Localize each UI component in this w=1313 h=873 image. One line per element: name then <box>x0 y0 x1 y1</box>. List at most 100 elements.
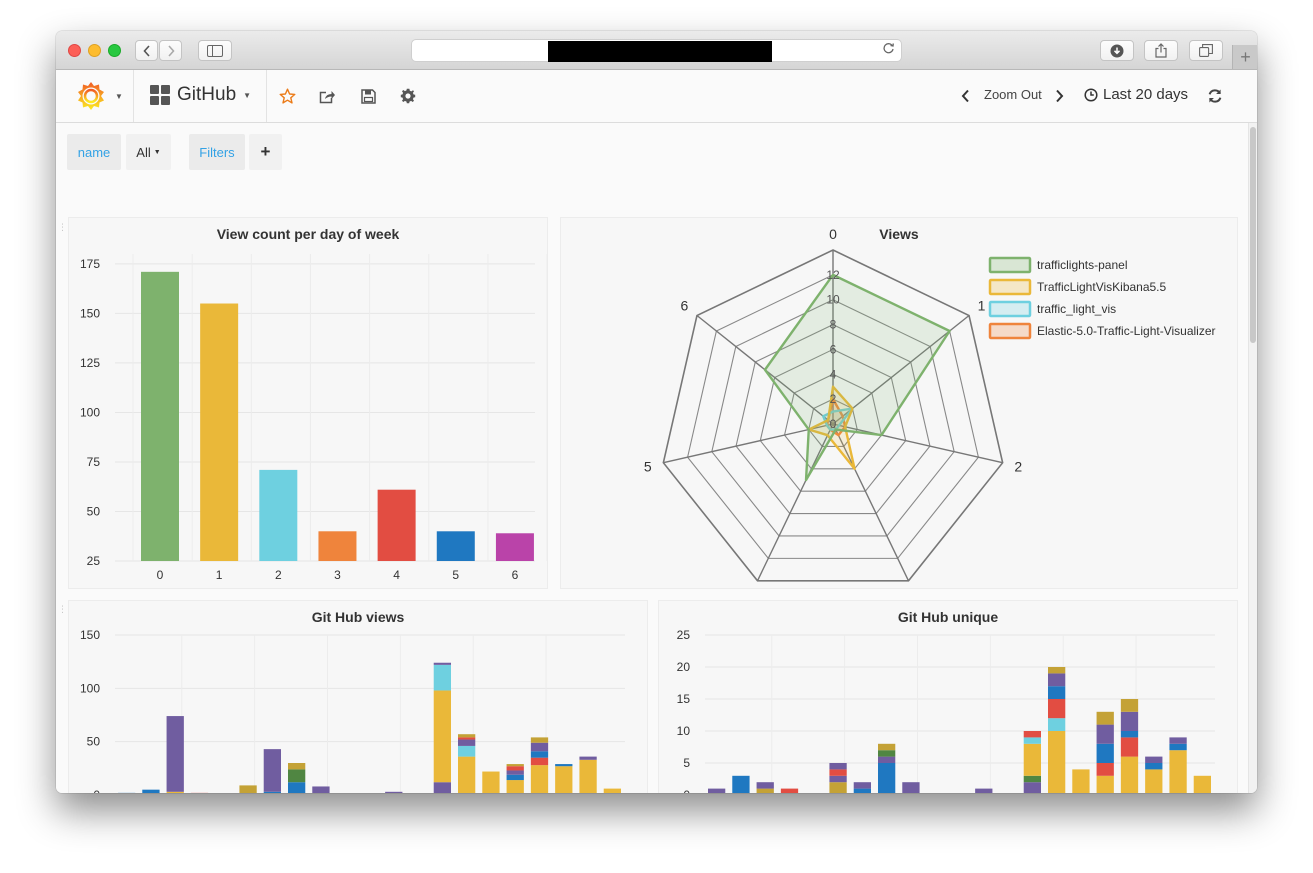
scrollbar-thumb[interactable] <box>1250 127 1256 343</box>
x-tick-label: 4 <box>393 568 400 582</box>
r-tick-label: 8 <box>830 318 837 332</box>
refresh-icon[interactable] <box>1205 86 1225 106</box>
time-range-picker[interactable]: Last 20 days <box>1084 86 1188 103</box>
bar-segment <box>829 763 847 770</box>
tabs-overview-button[interactable] <box>1189 40 1223 61</box>
star-icon[interactable] <box>277 86 297 106</box>
bar-segment <box>1145 769 1163 793</box>
bar <box>495 533 534 561</box>
variable-name-select[interactable]: All ▼ <box>126 134 171 170</box>
legend-swatch <box>988 256 1032 274</box>
legend-label: Elastic-5.0-Traffic-Light-Visualizer <box>1037 324 1216 338</box>
bar-segment <box>433 664 451 691</box>
y-tick-label: 20 <box>677 660 691 674</box>
dashboard-picker[interactable]: GitHub ▼ <box>150 84 251 106</box>
y-tick-label: 150 <box>80 628 100 642</box>
bar-segment <box>458 737 476 740</box>
radar-spoke <box>832 314 970 425</box>
bar <box>436 531 475 561</box>
sidebar-toggle-button[interactable] <box>198 40 232 61</box>
page-scrollbar[interactable] <box>1248 123 1257 793</box>
close-window-button[interactable] <box>68 44 81 57</box>
zoom-out-button[interactable]: Zoom Out <box>984 87 1042 102</box>
bar-segment <box>1023 743 1041 776</box>
new-tab-button[interactable]: + <box>1232 45 1257 69</box>
github-views-chart: 0501001509/2910/210/510/810/1110/14 <box>80 628 625 793</box>
r-tick-label: 10 <box>826 293 840 307</box>
bar-segment <box>239 785 257 793</box>
address-bar[interactable] <box>411 39 902 62</box>
bar-segment <box>530 737 549 743</box>
bar-segment <box>506 766 524 771</box>
bar-segment <box>1120 731 1139 738</box>
y-tick-label: 25 <box>87 554 101 568</box>
axis-label: 4 <box>747 587 755 590</box>
downloads-button[interactable] <box>1100 40 1134 61</box>
reload-icon[interactable] <box>882 42 895 58</box>
bar-segment <box>288 782 306 793</box>
radar-ring <box>687 274 979 559</box>
caret-down-icon[interactable]: ▼ <box>115 92 123 101</box>
panel-title[interactable]: Views <box>879 226 919 242</box>
radar-ring <box>711 299 955 537</box>
bar-segment <box>1169 737 1187 744</box>
drag-handle-icon[interactable]: ⋮ <box>58 604 67 614</box>
minimize-window-button[interactable] <box>88 44 101 57</box>
r-tick-label: 0 <box>830 417 837 431</box>
y-tick-label: 5 <box>683 756 690 770</box>
back-button[interactable] <box>135 40 158 61</box>
y-tick-label: 150 <box>80 306 100 320</box>
bar-segment <box>1120 737 1139 757</box>
axis-label: 1 <box>978 298 986 314</box>
views-radar-chart: 0123456024681012trafficlights-panelTraff… <box>644 226 1216 590</box>
forward-button[interactable] <box>159 40 182 61</box>
time-forward-button[interactable] <box>1049 86 1069 106</box>
github-unique-chart: 05101520259/2910/210/510/810/1110/14 <box>677 628 1215 793</box>
bar-segment <box>1048 673 1066 687</box>
variable-name-label: name <box>67 134 121 170</box>
panel-title[interactable]: Git Hub unique <box>897 609 999 625</box>
bar-segment <box>1048 731 1066 793</box>
radar-ring <box>783 373 883 470</box>
bar-segment <box>878 750 896 757</box>
share-icon[interactable] <box>317 86 337 106</box>
radar-series <box>807 385 856 470</box>
maximize-window-button[interactable] <box>108 44 121 57</box>
x-tick-label: 6 <box>512 568 519 582</box>
view-count-chart: 25 50 75 100 125 150 175 0 1 2 3 4 5 6 <box>80 254 548 582</box>
bar-segment <box>166 716 184 792</box>
r-tick-label: 4 <box>830 367 837 381</box>
bar-segment <box>433 690 451 783</box>
bar-segment <box>458 745 476 757</box>
share-page-button[interactable] <box>1144 40 1178 61</box>
drag-handle-icon[interactable]: ⋮ <box>58 222 67 232</box>
bar-segment <box>482 771 500 793</box>
radar-ring <box>759 348 907 492</box>
bar-segment <box>1048 718 1066 731</box>
radar-spoke <box>832 423 1003 464</box>
y-tick-label: 0 <box>93 788 100 793</box>
bar-segment <box>506 770 524 775</box>
bar-segment <box>1169 743 1187 751</box>
add-filter-button[interactable]: + <box>249 134 282 170</box>
bar-segment <box>878 763 896 793</box>
bar-segment <box>1023 775 1041 783</box>
bar-segment <box>530 765 549 793</box>
bar-segment <box>288 769 306 783</box>
download-icon <box>1110 44 1124 57</box>
panel-title[interactable]: Git Hub views <box>311 609 405 625</box>
share-sheet-icon <box>1155 43 1167 58</box>
x-tick-label: 1 <box>216 568 223 582</box>
panel-title[interactable]: View count per day of week <box>216 226 400 242</box>
bar-segment <box>1120 756 1139 793</box>
chevron-left-icon <box>142 44 150 57</box>
bar-segment <box>1169 750 1187 793</box>
radar-ring <box>662 249 1004 582</box>
time-back-button[interactable] <box>955 86 975 106</box>
sidebar-icon <box>207 44 223 57</box>
bar-segment <box>756 782 774 789</box>
gear-icon[interactable] <box>398 86 418 106</box>
save-icon[interactable] <box>358 86 378 106</box>
grafana-logo[interactable] <box>75 80 107 112</box>
panel-view-count: View count per day of week 25 50 75 100 125 1… <box>68 217 548 589</box>
